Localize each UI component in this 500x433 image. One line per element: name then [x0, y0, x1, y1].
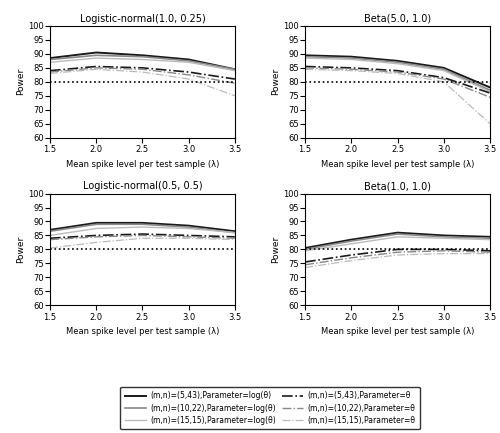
X-axis label: Mean spike level per test sample (λ): Mean spike level per test sample (λ): [66, 327, 219, 336]
X-axis label: Mean spike level per test sample (λ): Mean spike level per test sample (λ): [321, 327, 474, 336]
Title: Logistic-normal(0.5, 0.5): Logistic-normal(0.5, 0.5): [82, 181, 202, 191]
Y-axis label: Power: Power: [272, 236, 280, 263]
X-axis label: Mean spike level per test sample (λ): Mean spike level per test sample (λ): [321, 160, 474, 169]
Y-axis label: Power: Power: [16, 68, 25, 95]
Title: Logistic-normal(1.0, 0.25): Logistic-normal(1.0, 0.25): [80, 14, 206, 24]
Legend: (m,n)=(5,43),Parameter=log(θ), (m,n)=(10,22),Parameter=log(θ), (m,n)=(15,15),Par: (m,n)=(5,43),Parameter=log(θ), (m,n)=(10…: [120, 387, 420, 429]
Y-axis label: Power: Power: [272, 68, 280, 95]
Title: Beta(5.0, 1.0): Beta(5.0, 1.0): [364, 14, 431, 24]
Y-axis label: Power: Power: [16, 236, 25, 263]
X-axis label: Mean spike level per test sample (λ): Mean spike level per test sample (λ): [66, 160, 219, 169]
Title: Beta(1.0, 1.0): Beta(1.0, 1.0): [364, 181, 431, 191]
